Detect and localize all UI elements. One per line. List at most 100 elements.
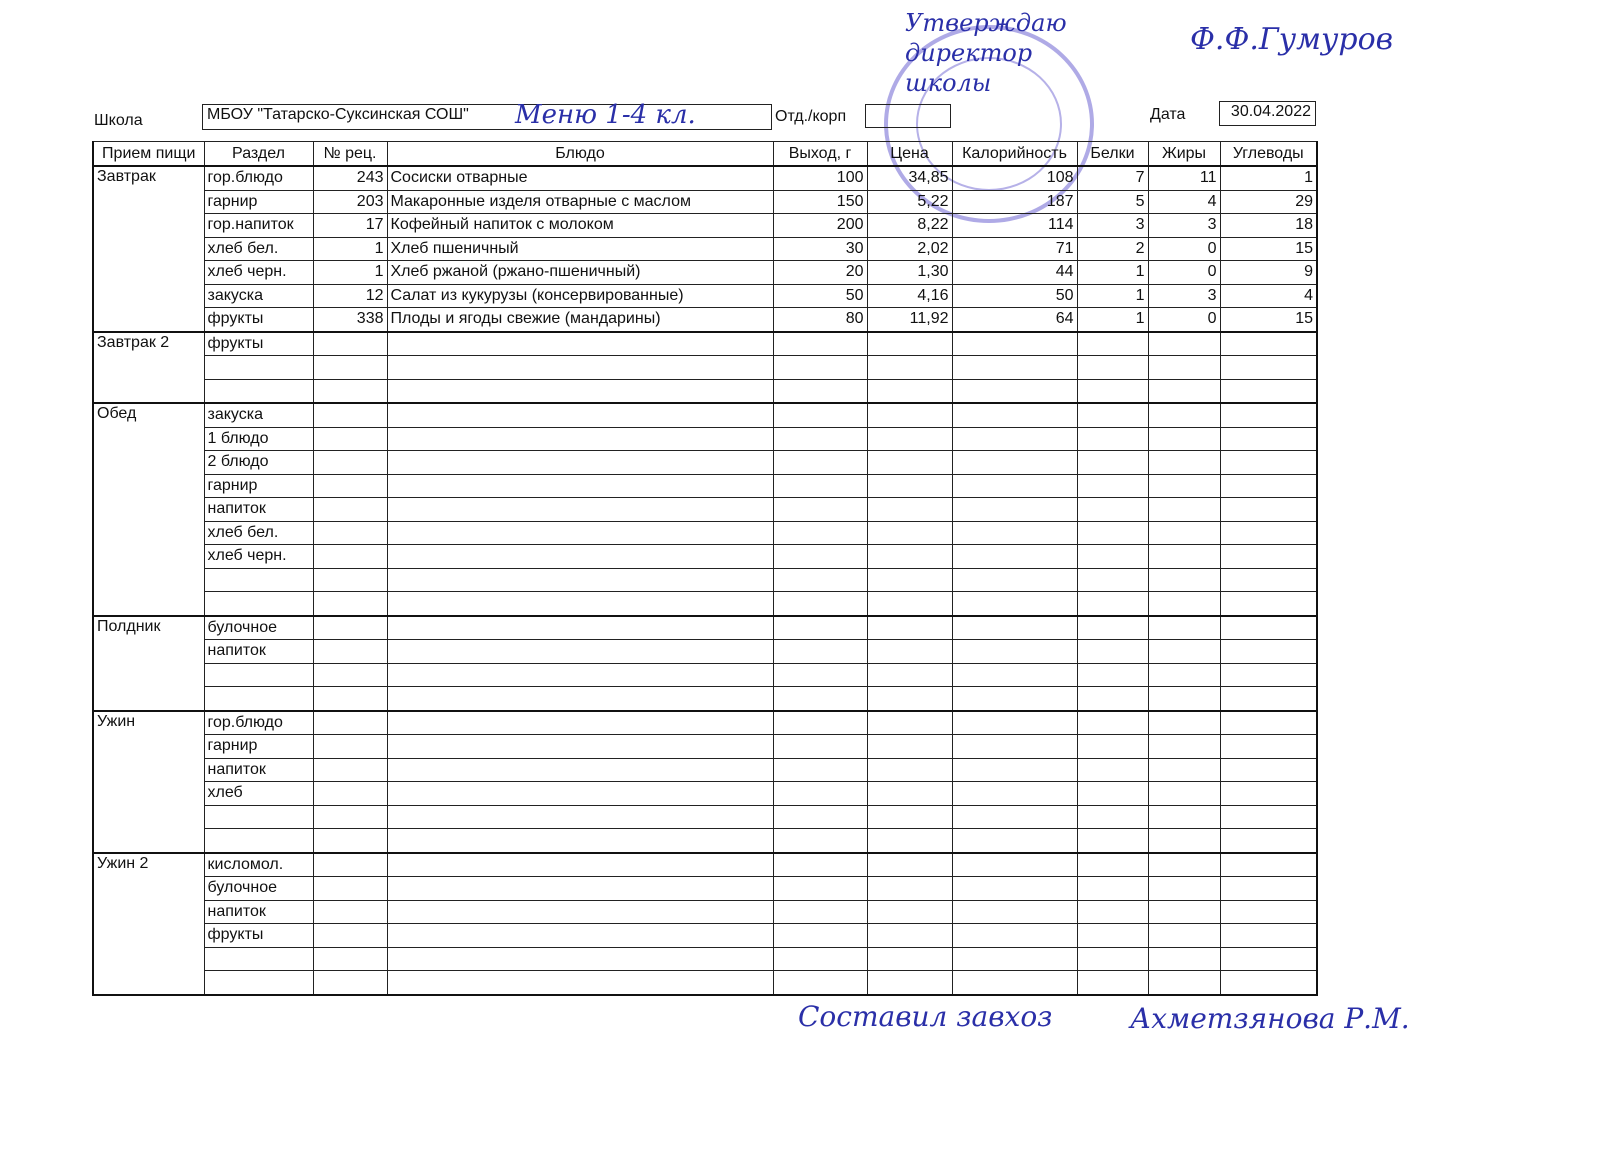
section-cell: булочное	[203, 614, 314, 640]
fat-cell: 3	[1147, 283, 1221, 308]
fat-cell	[1147, 828, 1221, 853]
section-cell	[203, 828, 314, 853]
table-row: 2 блюдо	[93, 450, 1318, 475]
dish-cell	[386, 734, 774, 759]
yield-cell	[772, 330, 868, 356]
kcal-cell	[951, 591, 1078, 616]
dish-cell	[386, 544, 774, 569]
fat-cell	[1147, 804, 1221, 829]
protein-cell	[1076, 614, 1149, 640]
protein-cell	[1076, 757, 1149, 782]
table-row	[93, 567, 1318, 592]
carbs-cell	[1219, 330, 1318, 356]
kcal-cell	[951, 686, 1078, 711]
kcal-cell	[951, 544, 1078, 569]
price-cell	[866, 567, 953, 592]
dish-cell	[386, 876, 774, 901]
section-cell	[203, 355, 314, 380]
carbs-cell	[1219, 567, 1318, 592]
yield-cell	[772, 378, 868, 404]
price-cell	[866, 923, 953, 948]
carbs-cell	[1219, 946, 1318, 971]
yield-cell	[772, 426, 868, 451]
section-cell: гор.блюдо	[203, 709, 314, 735]
meal-cell: Завтрак	[92, 165, 205, 332]
price-cell	[866, 639, 953, 664]
dish-cell: Кофейный напиток с молоком	[386, 213, 774, 238]
fat-cell: 4	[1147, 189, 1221, 214]
table-row	[93, 946, 1318, 971]
protein-cell	[1076, 544, 1149, 569]
compiler-signature: Ахметзянова Р.М.	[1130, 1002, 1410, 1035]
recipe-cell	[312, 899, 388, 924]
table-row	[93, 662, 1318, 687]
yield-cell	[772, 520, 868, 545]
carbs-cell	[1219, 591, 1318, 616]
carbs-cell	[1219, 497, 1318, 522]
protein-cell	[1076, 781, 1149, 806]
dish-cell	[386, 804, 774, 829]
yield-cell	[772, 662, 868, 687]
yield-cell	[772, 851, 868, 877]
yield-cell	[772, 757, 868, 782]
fat-cell	[1147, 946, 1221, 971]
yield-cell	[772, 355, 868, 380]
carbs-cell: 18	[1219, 213, 1318, 238]
section-cell	[203, 378, 314, 404]
protein-cell	[1076, 923, 1149, 948]
carbs-cell	[1219, 662, 1318, 687]
column-header: Цена	[866, 141, 953, 167]
fat-cell: 0	[1147, 307, 1221, 332]
carbs-cell	[1219, 757, 1318, 782]
fat-cell	[1147, 781, 1221, 806]
table-row: фрукты	[93, 923, 1318, 948]
school-field: МБОУ "Татарско-Суксинская СОШ"	[202, 104, 772, 130]
table-row: Ужин 2 кисломол.	[92, 851, 1318, 996]
yield-cell	[772, 639, 868, 664]
recipe-cell: 1	[312, 260, 388, 285]
kcal-cell	[951, 355, 1078, 380]
yield-cell	[772, 567, 868, 592]
recipe-cell	[312, 544, 388, 569]
branch-label: Отд./корп	[775, 108, 847, 125]
kcal-cell	[951, 426, 1078, 451]
yield-cell	[772, 402, 868, 428]
school-label: Школа	[94, 112, 143, 129]
recipe-cell	[312, 757, 388, 782]
kcal-cell	[951, 402, 1078, 428]
price-cell: 5,22	[866, 189, 953, 214]
price-cell	[866, 402, 953, 428]
recipe-cell	[312, 355, 388, 380]
section-cell	[203, 686, 314, 711]
carbs-cell	[1219, 402, 1318, 428]
recipe-cell	[312, 734, 388, 759]
dish-cell	[386, 355, 774, 380]
yield-cell	[772, 899, 868, 924]
fat-cell: 0	[1147, 260, 1221, 285]
table-row: напиток	[93, 899, 1318, 924]
dish-cell	[386, 686, 774, 711]
protein-cell	[1076, 970, 1149, 996]
recipe-cell	[312, 781, 388, 806]
carbs-cell	[1219, 355, 1318, 380]
carbs-cell	[1219, 899, 1318, 924]
recipe-cell	[312, 520, 388, 545]
carbs-cell	[1219, 876, 1318, 901]
section-cell	[203, 970, 314, 996]
dish-cell: Хлеб пшеничный	[386, 236, 774, 261]
carbs-cell	[1219, 804, 1318, 829]
fat-cell: 3	[1147, 213, 1221, 238]
recipe-cell	[312, 804, 388, 829]
section-cell: хлеб	[203, 781, 314, 806]
kcal-cell	[951, 804, 1078, 829]
carbs-cell	[1219, 781, 1318, 806]
table-row: Обед закуска	[92, 402, 1318, 616]
carbs-cell	[1219, 851, 1318, 877]
kcal-cell: 187	[951, 189, 1078, 214]
section-cell	[203, 567, 314, 592]
fat-cell	[1147, 899, 1221, 924]
table-row: хлеб	[93, 781, 1318, 806]
kcal-cell: 71	[951, 236, 1078, 261]
fat-cell	[1147, 970, 1221, 996]
column-header: Раздел	[203, 141, 314, 167]
